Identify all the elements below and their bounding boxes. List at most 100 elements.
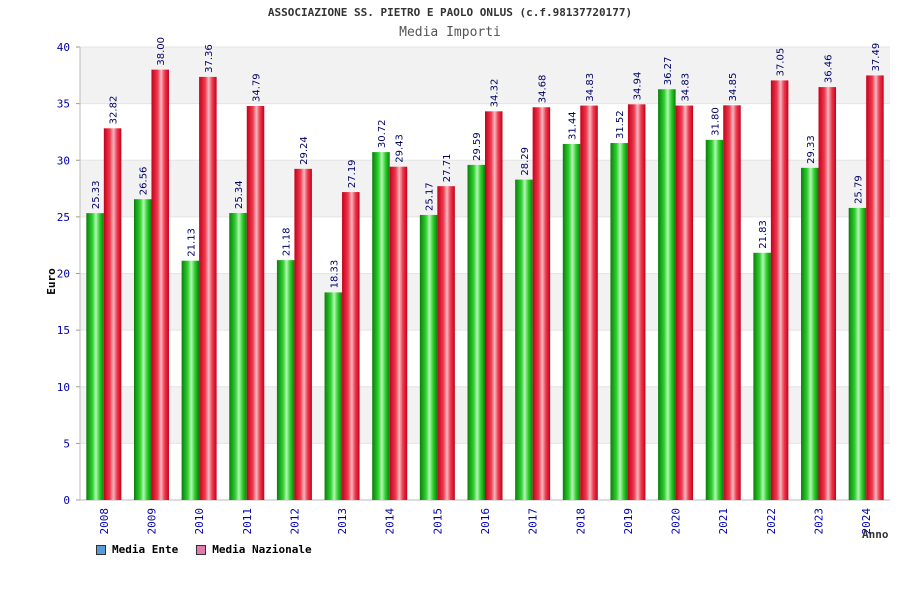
bar-media-ente-2017 <box>515 179 533 500</box>
data-label: 18.33 <box>329 260 340 289</box>
bar-media-ente-2019 <box>610 143 628 500</box>
legend: Media Ente Media Nazionale <box>96 543 312 556</box>
bar-media-nazionale-2021 <box>723 105 741 500</box>
x-tick-label: 2012 <box>288 508 301 535</box>
data-label: 31.44 <box>568 111 579 140</box>
data-label: 21.13 <box>186 228 197 257</box>
bar-media-nazionale-2013 <box>342 192 360 501</box>
legend-label-media-nazionale: Media Nazionale <box>212 543 312 556</box>
legend-label-media-ente: Media Ente <box>112 543 179 556</box>
x-tick-label: 2009 <box>145 508 158 535</box>
bar-media-ente-2020 <box>658 89 676 500</box>
bar-media-ente-2014 <box>372 152 390 500</box>
data-label: 28.29 <box>520 147 531 176</box>
chart-subtitle: Media Importi <box>399 25 501 40</box>
bar-media-nazionale-2008 <box>103 128 122 500</box>
x-tick-label: 2014 <box>384 508 397 535</box>
x-tick-label: 2013 <box>336 508 349 535</box>
bar-media-nazionale-2018 <box>580 105 598 501</box>
bar-media-nazionale-2024 <box>866 75 884 500</box>
bar-media-nazionale-2011 <box>246 106 265 501</box>
data-label: 36.46 <box>823 54 834 83</box>
x-axis-label: Anno <box>862 528 889 541</box>
x-tick-label: 2022 <box>765 508 778 535</box>
bar-media-nazionale-2020 <box>675 105 694 501</box>
data-label: 25.17 <box>425 182 436 211</box>
data-label: 25.34 <box>234 180 245 209</box>
bar-media-ente-2016 <box>467 164 485 500</box>
bar-media-ente-2011 <box>229 213 247 500</box>
data-label: 29.33 <box>806 135 817 164</box>
bar-media-nazionale-2015 <box>437 186 455 500</box>
x-tick-label: 2008 <box>98 508 111 535</box>
data-label: 32.82 <box>109 96 120 125</box>
bar-media-ente-2018 <box>562 143 581 500</box>
bar-media-ente-2010 <box>181 260 200 500</box>
data-label: 34.83 <box>680 73 691 102</box>
data-label: 37.36 <box>204 44 215 73</box>
bar-media-nazionale-2010 <box>199 76 217 500</box>
data-label: 29.59 <box>472 132 483 161</box>
x-tick-label: 2015 <box>431 508 444 535</box>
bar-media-ente-2008 <box>86 213 104 500</box>
bar-media-nazionale-2009 <box>151 69 169 501</box>
x-tick-label: 2019 <box>622 508 635 535</box>
x-tick-label: 2011 <box>241 508 254 535</box>
data-label: 21.18 <box>282 227 293 256</box>
data-label: 37.05 <box>776 48 787 77</box>
y-tick-label: 5 <box>63 437 70 450</box>
bar-media-ente-2013 <box>324 292 343 500</box>
chart-title: ASSOCIAZIONE SS. PIETRO E PAOLO ONLUS (c… <box>267 6 633 19</box>
y-tick-label: 20 <box>57 268 70 281</box>
data-label: 34.83 <box>585 73 596 102</box>
data-label: 31.80 <box>710 107 721 136</box>
legend-swatch-media-ente <box>96 544 106 555</box>
bar-media-ente-2024 <box>848 207 867 500</box>
data-label: 37.49 <box>871 43 882 72</box>
x-tick-label: 2017 <box>527 508 540 535</box>
bar-media-ente-2012 <box>276 260 295 500</box>
data-label: 34.68 <box>537 75 548 104</box>
x-tick-label: 2010 <box>193 508 206 535</box>
x-tick-label: 2018 <box>574 508 587 535</box>
data-label: 36.27 <box>663 57 674 86</box>
bar-media-nazionale-2016 <box>485 111 503 501</box>
data-label: 30.72 <box>377 119 388 148</box>
x-tick-label: 2021 <box>717 508 730 535</box>
legend-item-media-ente: Media Ente <box>96 543 178 556</box>
data-label: 31.52 <box>615 110 626 139</box>
x-tick-label: 2023 <box>813 508 826 535</box>
bar-media-nazionale-2022 <box>770 80 789 500</box>
x-tick-label: 2024 <box>860 508 873 535</box>
y-tick-label: 10 <box>57 381 70 394</box>
bar-media-nazionale-2014 <box>389 166 408 500</box>
y-tick-label: 0 <box>63 494 70 507</box>
data-label: 29.24 <box>299 136 310 165</box>
bar-media-nazionale-2019 <box>627 104 646 500</box>
x-tick-label: 2016 <box>479 508 492 535</box>
bar-media-ente-2015 <box>419 214 438 500</box>
data-label: 27.71 <box>442 154 453 183</box>
legend-swatch-media-nazionale <box>196 544 207 555</box>
data-label: 34.32 <box>490 79 501 108</box>
bar-media-ente-2009 <box>133 199 152 500</box>
y-tick-label: 30 <box>57 154 70 167</box>
data-label: 34.85 <box>728 73 739 102</box>
data-label: 25.33 <box>91 180 102 209</box>
x-tick-label: 2020 <box>670 508 683 535</box>
bar-media-ente-2021 <box>705 139 724 501</box>
data-label: 38.00 <box>156 37 167 66</box>
y-tick-label: 25 <box>57 211 70 224</box>
data-label: 34.79 <box>252 73 263 102</box>
bar-media-nazionale-2012 <box>294 168 312 500</box>
data-label: 25.79 <box>853 175 864 204</box>
y-tick-label: 15 <box>57 324 70 337</box>
bar-media-ente-2022 <box>753 252 771 500</box>
data-label: 21.83 <box>758 220 769 249</box>
y-tick-label: 35 <box>57 98 70 111</box>
data-label: 34.94 <box>633 72 644 101</box>
y-tick-label: 40 <box>57 41 70 54</box>
data-label: 27.19 <box>347 159 358 188</box>
data-label: 26.56 <box>139 167 150 196</box>
